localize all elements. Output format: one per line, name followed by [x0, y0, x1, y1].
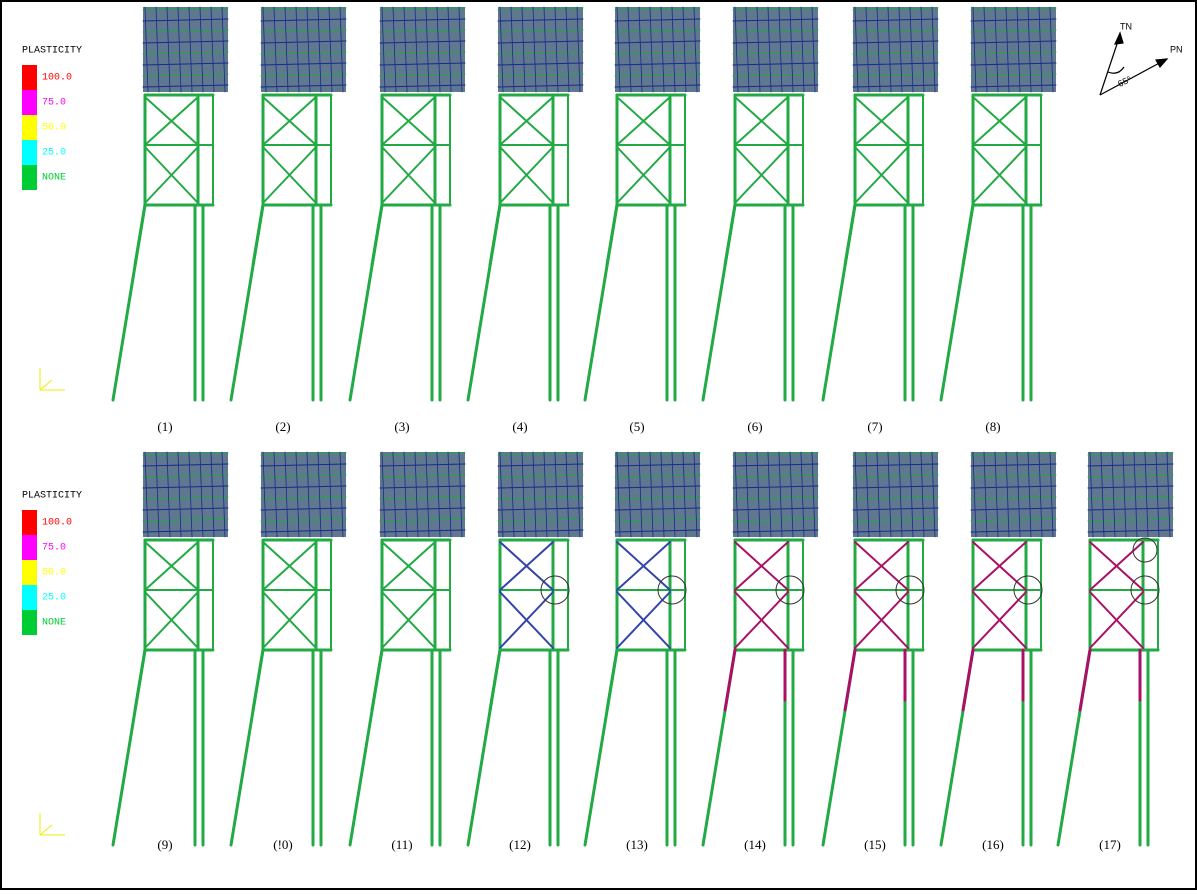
panel-label: (9) — [157, 837, 172, 852]
legend-label: NONE — [42, 618, 66, 629]
panel-label: (5) — [629, 419, 644, 434]
legend-swatch — [22, 510, 37, 535]
panel-label: (16) — [982, 837, 1004, 852]
legend-label: 100.0 — [42, 73, 72, 84]
legend-swatch — [22, 165, 37, 190]
legend-swatch — [22, 560, 37, 585]
legend-swatch — [22, 115, 37, 140]
panel-label: (12) — [509, 837, 531, 852]
legend-label: 100.0 — [42, 518, 72, 529]
panel-label: (!0) — [273, 837, 293, 852]
legend-swatch — [22, 140, 37, 165]
legend-label: 75.0 — [42, 543, 66, 554]
panel-label: (17) — [1099, 837, 1121, 852]
legend-swatch — [22, 90, 37, 115]
panel-label: (4) — [512, 419, 527, 434]
panel-label: (6) — [747, 419, 762, 434]
legend-swatch — [22, 65, 37, 90]
legend-title: PLASTICITY — [22, 46, 82, 57]
panel-label: (13) — [626, 837, 648, 852]
panel-label: (8) — [985, 419, 1000, 434]
legend-swatch — [22, 535, 37, 560]
figure: TN PN 65° PLASTICITY100.075.050.025.0NON… — [0, 0, 1197, 890]
legend-title: PLASTICITY — [22, 491, 82, 502]
legend-label: 25.0 — [42, 148, 66, 159]
panel-label: (3) — [394, 419, 409, 434]
compass-north: TN — [1120, 21, 1132, 31]
compass-east: PN — [1170, 44, 1183, 54]
panel-label: (14) — [744, 837, 766, 852]
panel-label: (1) — [157, 419, 172, 434]
panel-label: (15) — [864, 837, 886, 852]
legend-label: 25.0 — [42, 593, 66, 604]
panel-label: (7) — [867, 419, 882, 434]
panel-label: (11) — [391, 837, 412, 852]
legend-swatch — [22, 585, 37, 610]
legend-swatch — [22, 610, 37, 635]
legend-label: 75.0 — [42, 98, 66, 109]
legend-label: 50.0 — [42, 568, 66, 579]
legend-label: NONE — [42, 173, 66, 184]
legend-label: 50.0 — [42, 123, 66, 134]
panel-label: (2) — [275, 419, 290, 434]
